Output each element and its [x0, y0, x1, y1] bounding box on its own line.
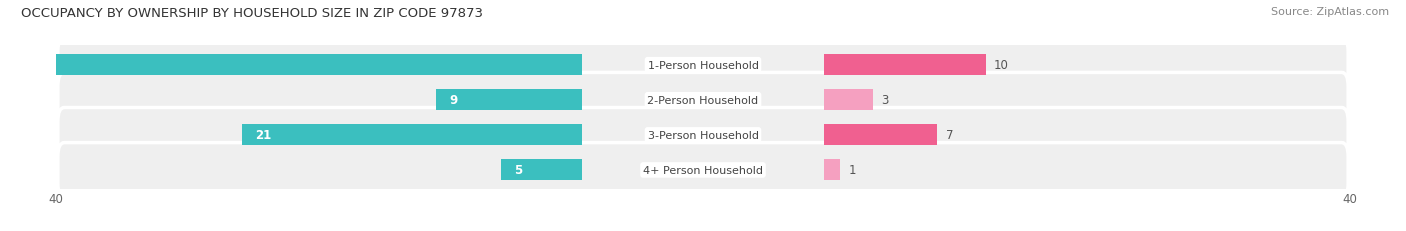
- Text: 7: 7: [946, 129, 953, 142]
- Text: 1: 1: [849, 164, 856, 177]
- Text: 10: 10: [994, 59, 1010, 72]
- Text: 4+ Person Household: 4+ Person Household: [643, 165, 763, 175]
- Bar: [0, 55, 582, 76]
- Text: 5: 5: [513, 164, 522, 177]
- Text: Source: ZipAtlas.com: Source: ZipAtlas.com: [1271, 7, 1389, 17]
- FancyBboxPatch shape: [58, 38, 1348, 93]
- FancyBboxPatch shape: [58, 108, 1348, 163]
- Bar: [436, 90, 582, 111]
- Bar: [824, 125, 938, 146]
- Bar: [824, 90, 873, 111]
- Bar: [242, 125, 582, 146]
- Text: 3: 3: [882, 94, 889, 107]
- Text: 1-Person Household: 1-Person Household: [648, 61, 758, 70]
- FancyBboxPatch shape: [58, 73, 1348, 128]
- Bar: [824, 55, 986, 76]
- Text: 2-Person Household: 2-Person Household: [647, 95, 759, 105]
- Text: 21: 21: [254, 129, 271, 142]
- Text: OCCUPANCY BY OWNERSHIP BY HOUSEHOLD SIZE IN ZIP CODE 97873: OCCUPANCY BY OWNERSHIP BY HOUSEHOLD SIZE…: [21, 7, 484, 20]
- FancyBboxPatch shape: [58, 143, 1348, 198]
- Text: 9: 9: [449, 94, 457, 107]
- Bar: [501, 160, 582, 181]
- Bar: [824, 160, 841, 181]
- Text: 3-Person Household: 3-Person Household: [648, 130, 758, 140]
